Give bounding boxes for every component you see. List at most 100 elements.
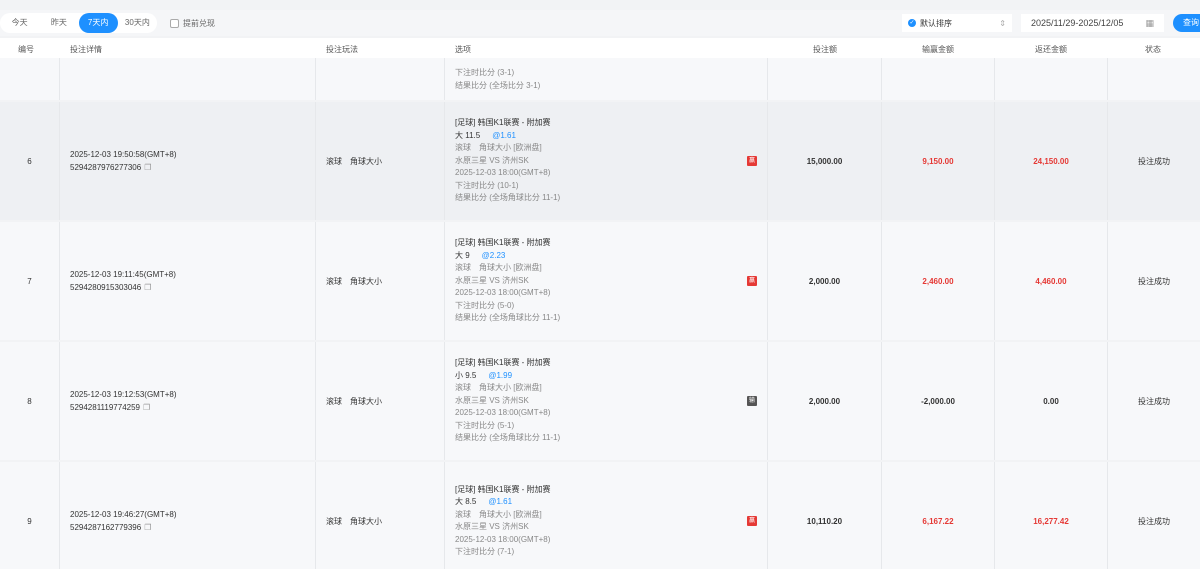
- bet-options: [足球] 韩国K1联赛 - 附加赛 小 9.5 @1.99 滚球 角球大小 [欧洲…: [445, 342, 768, 460]
- bet-options: [足球] 韩国K1联赛 - 附加赛 大 9 @2.23 滚球 角球大小 [欧洲盘]…: [445, 222, 768, 340]
- bet-time: 2025-12-03 19:12:53(GMT+8): [70, 390, 177, 399]
- row-number: 9: [0, 462, 60, 569]
- range-30days[interactable]: 30天内: [124, 18, 150, 27]
- match: 水原三星 VS 济州SK: [455, 275, 529, 285]
- return-amount: 4,460.00: [995, 222, 1108, 340]
- order-id: 5294287162779396: [70, 523, 142, 532]
- order-id: 5294280915303046: [70, 283, 142, 292]
- calendar-icon: ▦: [1145, 17, 1154, 28]
- bet-play: 滚球 角球大小: [316, 222, 445, 340]
- odds: @2.23: [481, 250, 506, 260]
- table-row: 8 2025-12-03 19:12:53(GMT+8) 529428111977…: [0, 342, 1200, 460]
- table-row: 7 2025-12-03 19:11:45(GMT+8) 529428091530…: [0, 222, 1200, 340]
- date-range-input[interactable]: 2025/11/29-2025/12/05 ▦: [1021, 14, 1164, 32]
- bet-time: 2025-12-03 19:11:45(GMT+8): [70, 270, 176, 279]
- return: 4,460.00: [1035, 276, 1067, 286]
- match: 水原三星 VS 济州SK: [455, 155, 529, 165]
- status: 投注成功: [1108, 462, 1200, 569]
- stake: 2,000.00: [768, 342, 882, 460]
- col-status: 状态: [1145, 45, 1161, 54]
- bet-score: 下注时比分 (5-0): [455, 300, 515, 310]
- table-row: 6 2025-12-03 19:50:58(GMT+8) 529428797627…: [0, 102, 1200, 220]
- market: 滚球 角球大小 [欧洲盘]: [455, 263, 542, 273]
- bet-play: 滚球 角球大小: [316, 102, 445, 220]
- bet-score: 下注时比分 (5-1): [455, 420, 515, 430]
- match: 水原三星 VS 济州SK: [455, 522, 529, 531]
- row-number: 6: [0, 102, 60, 220]
- stake: 2,000.00: [808, 396, 841, 406]
- match: 水原三星 VS 济州SK: [455, 395, 529, 405]
- play: 滚球 角球大小: [326, 396, 382, 406]
- copy-icon[interactable]: ❐: [143, 403, 151, 412]
- return: 0.00: [1043, 396, 1059, 406]
- query-button[interactable]: 查询: [1173, 14, 1200, 32]
- bet-time: 2025-12-03 19:50:58(GMT+8): [70, 150, 177, 159]
- result-badge: 赢: [747, 156, 757, 166]
- stake: 2,000.00: [808, 276, 841, 286]
- winloss: 6,167.22: [922, 516, 954, 526]
- pick: 大 9: [455, 250, 470, 260]
- sort-select[interactable]: ✓ 默认排序 ⇕: [902, 14, 1012, 32]
- col-details: 投注详情: [70, 45, 102, 54]
- play: 滚球 角球大小: [326, 156, 382, 166]
- range-7days[interactable]: 7天内: [78, 13, 118, 33]
- no: 9: [27, 516, 32, 526]
- stake: 15,000.00: [806, 156, 843, 166]
- kickoff: 2025-12-03 18:00(GMT+8): [455, 168, 551, 178]
- return-amount: 0.00: [995, 342, 1108, 460]
- odds: @1.61: [488, 497, 513, 506]
- copy-icon[interactable]: ❐: [144, 163, 152, 172]
- win-loss: -2,000.00: [882, 342, 995, 460]
- odds: @1.99: [488, 370, 513, 380]
- bet-score: 下注时比分 (7-1): [455, 547, 515, 556]
- status: 投注成功: [1138, 516, 1170, 526]
- date-range-value: 2025/11/29-2025/12/05: [1031, 18, 1124, 28]
- league: [足球] 韩国K1联赛 - 附加赛: [455, 484, 551, 494]
- bet-score: 下注时比分 (10-1): [455, 180, 519, 190]
- kickoff: 2025-12-03 18:00(GMT+8): [455, 408, 551, 418]
- no: 8: [27, 396, 32, 406]
- result-score: 结果比分 (全场角球比分 11-1): [455, 193, 561, 203]
- result-badge: 赢: [747, 516, 757, 526]
- bet-play: 滚球 角球大小: [316, 462, 445, 569]
- play: 滚球 角球大小: [326, 516, 382, 526]
- no: 6: [27, 156, 32, 166]
- stake: 10,110.20: [806, 516, 843, 526]
- kickoff: 2025-12-03 18:00(GMT+8): [455, 534, 551, 544]
- range-today[interactable]: 今天: [11, 18, 28, 27]
- play: 滚球 角球大小: [326, 276, 382, 286]
- bet-details: 2025-12-03 19:12:53(GMT+8) 52942811197742…: [60, 342, 316, 460]
- stake: 15,000.00: [768, 102, 882, 220]
- kickoff: 2025-12-03 18:00(GMT+8): [455, 288, 551, 298]
- copy-icon[interactable]: ❐: [144, 283, 152, 292]
- no: 7: [27, 276, 32, 286]
- return-amount: 16,277.42: [995, 462, 1108, 569]
- status: 投注成功: [1108, 342, 1200, 460]
- early-cashout-checkbox[interactable]: 提前兑现: [170, 18, 215, 29]
- market: 滚球 角球大小 [欧洲盘]: [455, 143, 542, 153]
- result-score: 结果比分 (全场角球比分 11-1): [455, 433, 561, 443]
- copy-icon[interactable]: ❐: [144, 523, 152, 532]
- status: 投注成功: [1138, 156, 1170, 166]
- league: [足球] 韩国K1联赛 - 附加赛: [455, 238, 551, 248]
- order-id: 5294281119774259: [70, 403, 140, 412]
- col-stake: 投注额: [813, 45, 837, 54]
- pick: 大 11.5: [455, 130, 481, 140]
- bet-play: 滚球 角球大小: [316, 342, 445, 460]
- result-score: 结果比分 (全场角球比分 11-1): [455, 313, 561, 323]
- bet-score: 下注时比分 (3-1): [455, 68, 515, 77]
- col-winloss: 输赢金额: [922, 45, 954, 54]
- table-row: 9 2025-12-03 19:46:27(GMT+8) 529428716277…: [0, 462, 1200, 569]
- market: 滚球 角球大小 [欧洲盘]: [455, 383, 542, 393]
- checkbox-icon[interactable]: [170, 19, 179, 28]
- sort-label: 默认排序: [920, 18, 952, 28]
- range-yesterday[interactable]: 昨天: [50, 18, 67, 27]
- market: 滚球 角球大小 [欧洲盘]: [455, 509, 542, 519]
- col-return: 返还金额: [1035, 45, 1067, 54]
- col-play: 投注玩法: [326, 45, 358, 54]
- odds: @1.61: [492, 130, 516, 140]
- win-loss: 6,167.22: [882, 462, 995, 569]
- bet-options: [足球] 韩国K1联赛 - 附加赛 大 8.5 @1.61 滚球 角球大小 [欧洲…: [445, 462, 768, 569]
- return: 16,277.42: [1033, 516, 1069, 526]
- return: 24,150.00: [1033, 156, 1069, 166]
